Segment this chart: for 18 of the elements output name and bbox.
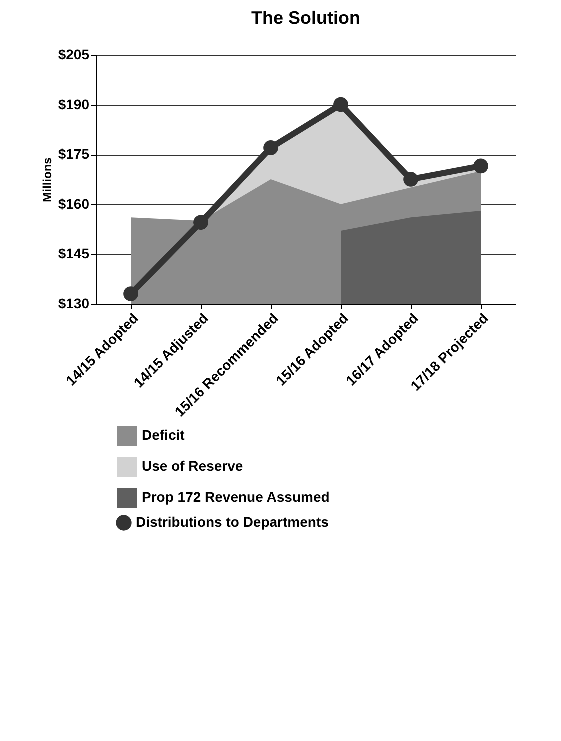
legend-label: Use of Reserve [142, 458, 244, 474]
legend-label: Prop 172 Revenue Assumed [142, 489, 330, 505]
point [194, 215, 208, 230]
point [404, 172, 418, 187]
y-tick-label: $130 [58, 296, 90, 312]
y-tick-label: $205 [58, 46, 90, 62]
point [264, 140, 278, 156]
point [474, 158, 488, 174]
chart-title: The Solution [252, 8, 360, 28]
y-tick-label: $145 [58, 246, 90, 262]
y-tick-label: $175 [58, 146, 90, 162]
y-axis-title: Millions [40, 157, 54, 202]
y-tick-label: $190 [58, 96, 90, 112]
point [334, 97, 348, 112]
point [124, 286, 138, 302]
y-tick-label: $160 [58, 196, 90, 212]
legend-label: Deficit [142, 427, 186, 443]
legend-label: Distributions to Departments [136, 514, 330, 530]
